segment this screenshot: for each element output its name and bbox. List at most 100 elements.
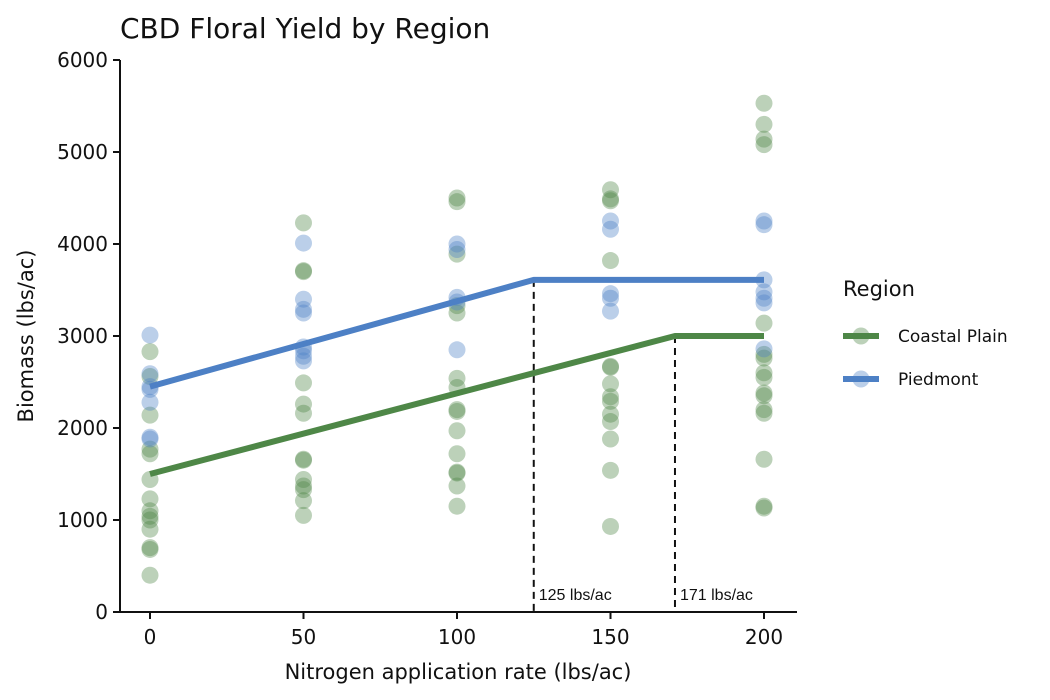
- data-point: [602, 285, 619, 303]
- data-point: [755, 497, 773, 515]
- data-point: [755, 387, 773, 405]
- data-point: [755, 94, 773, 112]
- data-point: [602, 192, 619, 210]
- data-point: [295, 347, 312, 365]
- data-point: [755, 212, 773, 230]
- y-tick-label: 6000: [57, 48, 108, 72]
- legend-point: [852, 370, 870, 388]
- data-point: [602, 413, 619, 431]
- data-point: [448, 402, 466, 420]
- data-point: [141, 539, 159, 557]
- y-axis-title: Biomass (lbs/ac): [14, 250, 38, 423]
- data-point: [448, 235, 466, 253]
- points-layer: [141, 94, 773, 584]
- data-point: [755, 404, 773, 422]
- data-point: [141, 367, 159, 385]
- x-tick-label: 100: [438, 625, 476, 649]
- fit-line: [149, 276, 764, 390]
- y-tick-label: 1000: [57, 508, 108, 532]
- data-point: [448, 341, 466, 359]
- data-point: [141, 490, 159, 508]
- legend-label: Piedmont: [898, 370, 979, 390]
- data-point: [602, 461, 619, 479]
- data-point: [295, 395, 312, 413]
- data-point: [448, 445, 466, 463]
- data-point: [602, 388, 619, 406]
- data-point: [295, 481, 312, 499]
- data-point: [448, 245, 466, 263]
- data-point: [755, 368, 773, 386]
- data-point: [448, 422, 466, 440]
- data-point: [295, 404, 312, 422]
- data-point: [602, 517, 619, 535]
- data-point: [141, 430, 159, 448]
- data-point: [295, 234, 312, 252]
- legend-point: [852, 327, 870, 345]
- data-point: [295, 477, 312, 495]
- data-point: [755, 401, 773, 419]
- data-point: [602, 405, 619, 423]
- data-point: [602, 302, 619, 320]
- fit-line: [149, 333, 764, 477]
- data-point: [448, 463, 466, 481]
- data-point: [448, 464, 466, 482]
- x-tick-label: 200: [745, 625, 783, 649]
- data-point: [141, 511, 159, 529]
- data-point: [141, 343, 159, 361]
- data-point: [602, 181, 619, 199]
- data-point: [295, 214, 312, 232]
- data-point: [602, 212, 619, 230]
- data-point: [295, 300, 312, 318]
- data-point: [602, 190, 619, 208]
- data-point: [448, 304, 466, 322]
- data-point: [755, 294, 773, 312]
- data-point: [141, 566, 159, 584]
- data-point: [602, 357, 619, 375]
- data-point: [755, 314, 773, 332]
- data-point: [141, 507, 159, 525]
- data-point: [602, 289, 619, 307]
- data-point: [755, 130, 773, 148]
- data-point: [755, 216, 773, 234]
- y-tick-label: 0: [95, 600, 108, 624]
- data-point: [141, 428, 159, 446]
- data-point: [602, 430, 619, 448]
- data-point: [448, 477, 466, 495]
- y-axis-ticks: 0 1000 2000 3000 4000 5000 6000: [57, 48, 120, 624]
- data-point: [755, 364, 773, 382]
- data-point: [141, 440, 159, 458]
- data-point: [295, 263, 312, 281]
- legend-label: Coastal Plain: [898, 327, 1008, 347]
- y-tick-label: 5000: [57, 140, 108, 164]
- data-point: [602, 375, 619, 393]
- data-point: [448, 369, 466, 387]
- data-point: [448, 497, 466, 515]
- breakpoint-label: 125 lbs/ac: [539, 587, 612, 604]
- x-tick-label: 50: [291, 625, 316, 649]
- data-point: [448, 193, 466, 211]
- data-point: [602, 220, 619, 238]
- data-point: [755, 499, 773, 517]
- data-point: [602, 252, 619, 270]
- data-point: [141, 406, 159, 424]
- data-point: [755, 450, 773, 468]
- data-point: [141, 326, 159, 344]
- y-tick-label: 2000: [57, 416, 108, 440]
- data-point: [141, 540, 159, 558]
- data-point: [755, 345, 773, 363]
- data-point: [295, 506, 312, 524]
- data-point: [755, 384, 773, 402]
- y-tick-label: 3000: [57, 324, 108, 348]
- data-point: [295, 290, 312, 308]
- data-point: [755, 136, 773, 154]
- data-point: [602, 358, 619, 376]
- data-point: [295, 304, 312, 322]
- data-point: [755, 283, 773, 301]
- data-point: [448, 241, 466, 259]
- data-point: [755, 289, 773, 307]
- chart-title: CBD Floral Yield by Region: [120, 12, 490, 45]
- legend-title: Region: [843, 277, 915, 301]
- y-tick-label: 4000: [57, 232, 108, 256]
- data-point: [141, 502, 159, 520]
